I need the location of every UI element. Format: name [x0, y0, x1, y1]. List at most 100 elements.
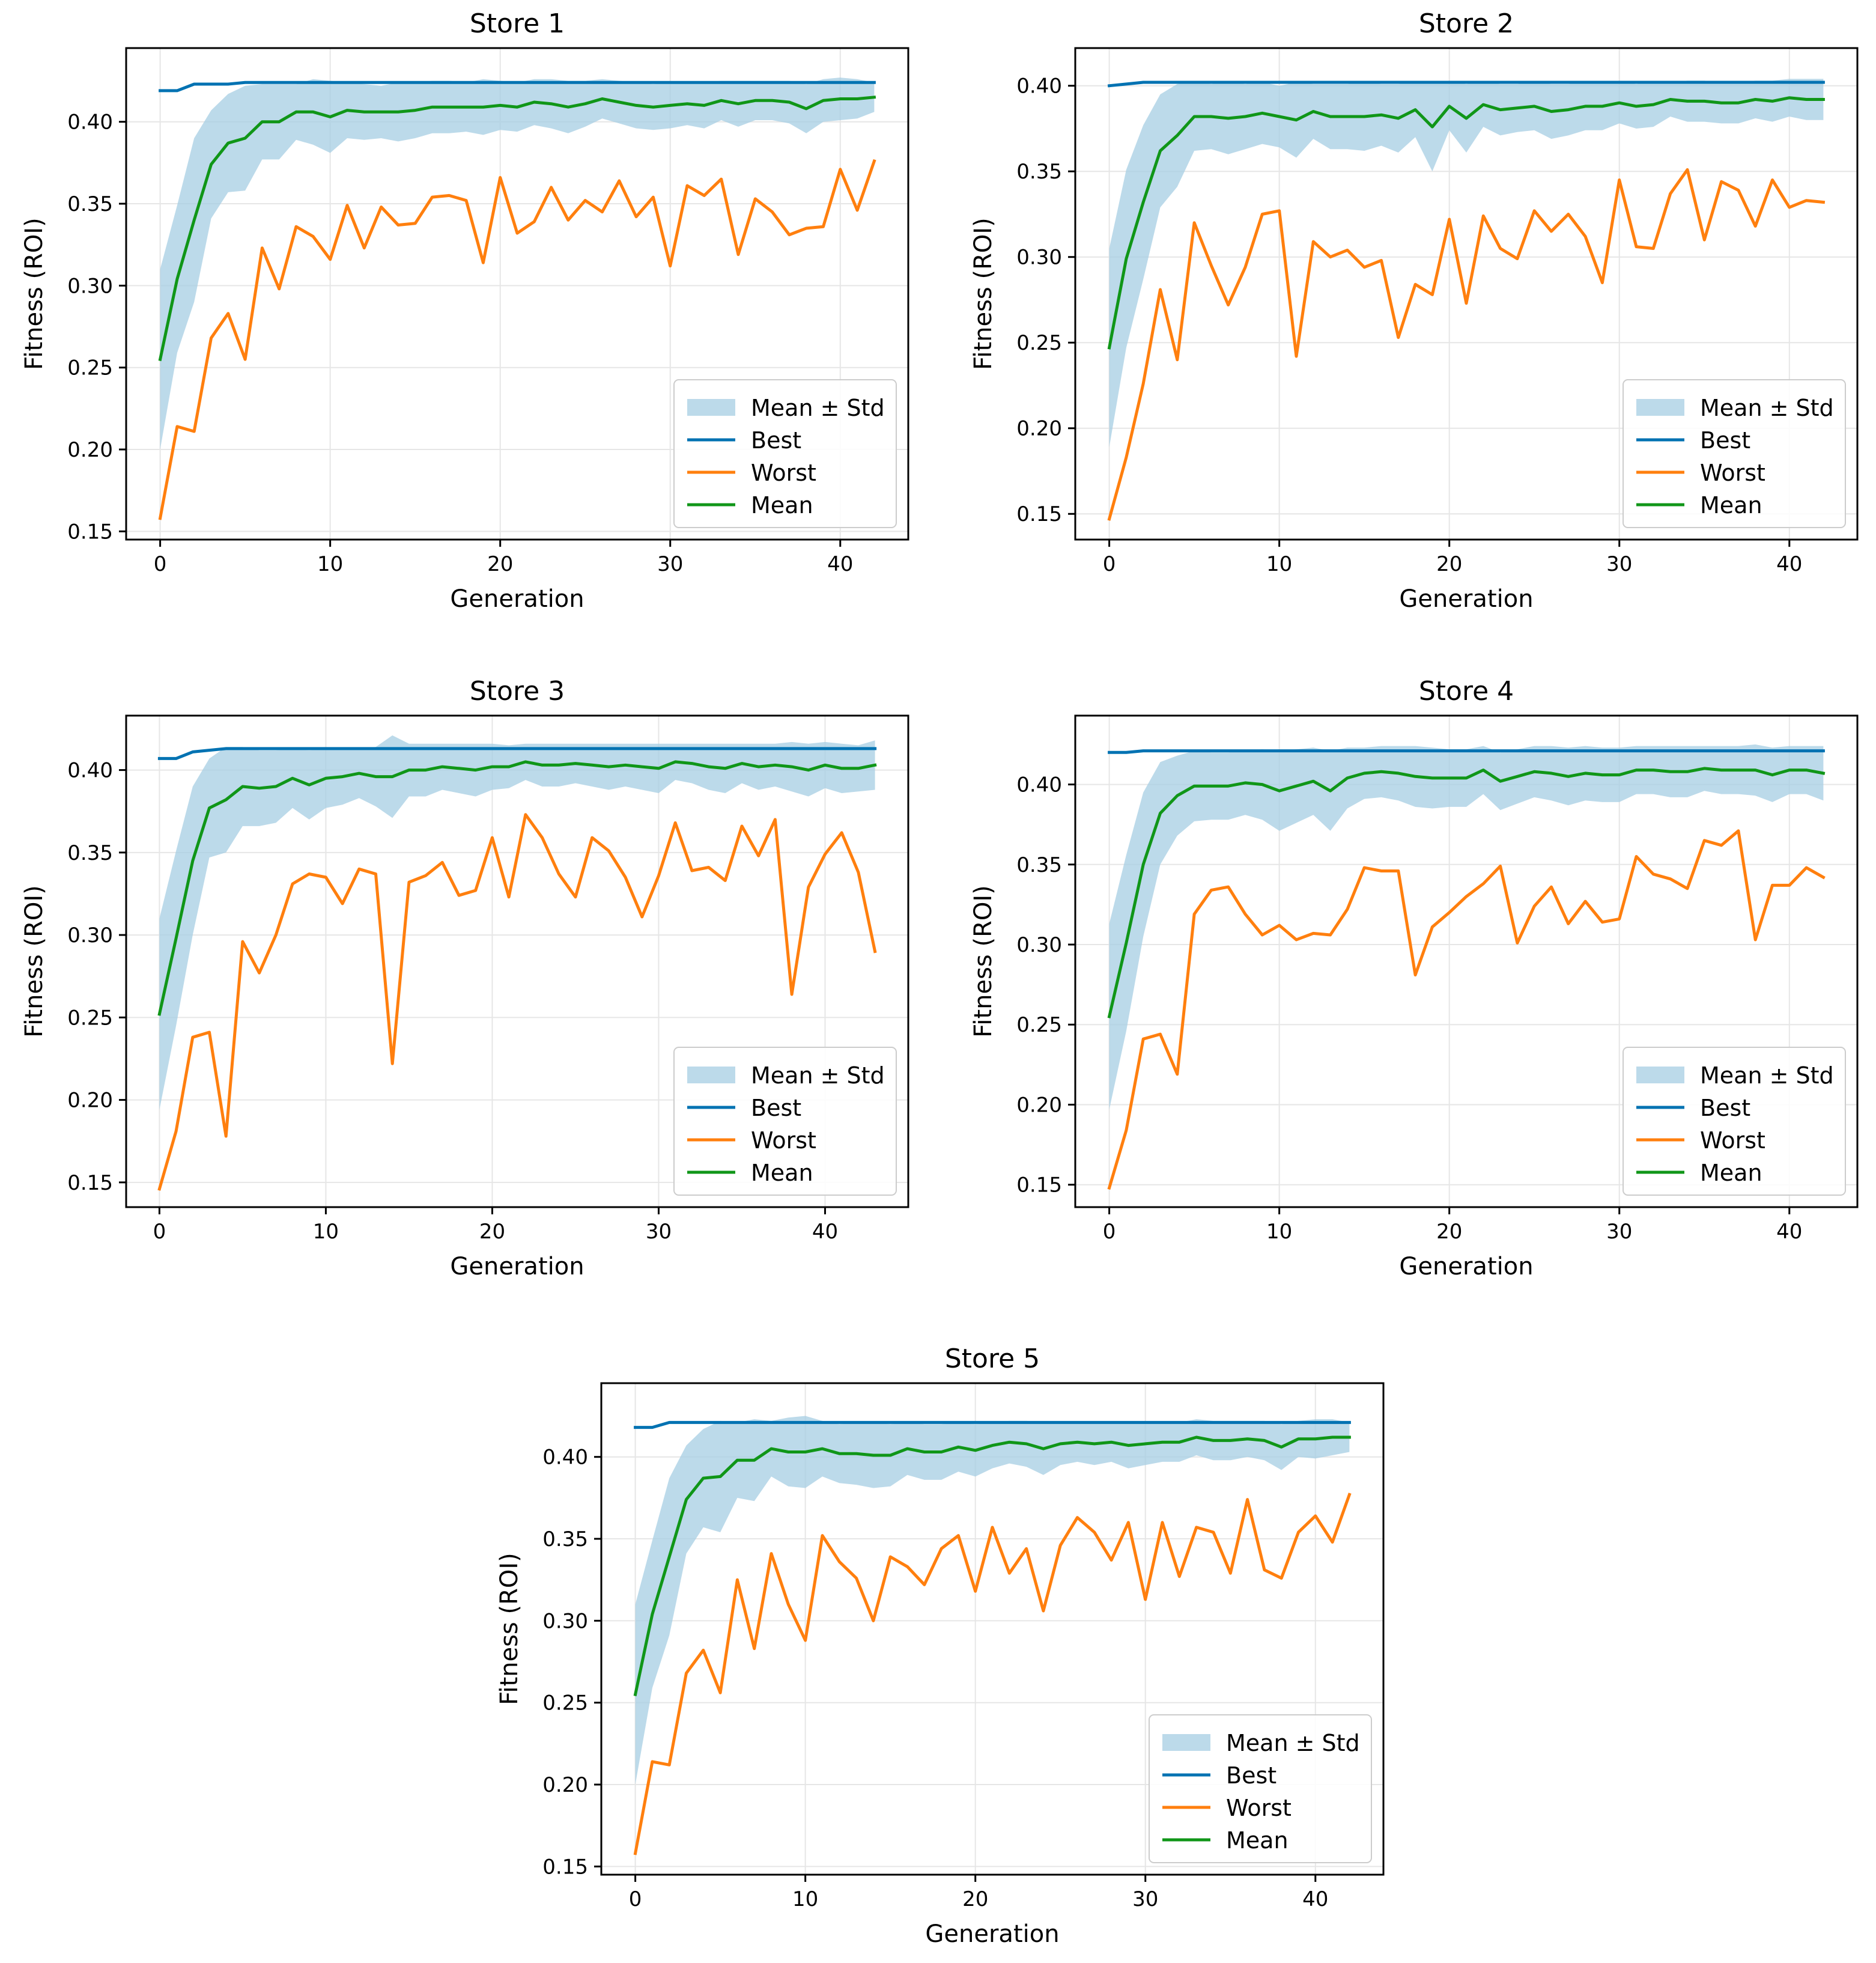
x-tick-label: 0 [629, 1887, 642, 1911]
x-tick-label: 40 [1302, 1887, 1328, 1911]
legend-label: Mean [751, 1160, 813, 1186]
legend-label: Best [751, 1095, 801, 1121]
y-tick-label: 0.40 [67, 759, 113, 783]
x-tick-label: 30 [1132, 1887, 1158, 1911]
x-tick-label: 20 [1436, 552, 1462, 576]
x-axis-label: Generation [450, 1253, 584, 1280]
y-tick-label: 0.35 [1016, 853, 1062, 877]
legend-label: Mean ± Std [1226, 1730, 1360, 1756]
y-axis-label: Fitness (ROI) [970, 885, 997, 1038]
mean-std-band [160, 78, 875, 450]
worst-series-line [633, 1493, 1352, 1855]
legend: Mean ± Std Best Worst Mean [673, 1047, 897, 1196]
mean-std-band [1109, 79, 1824, 448]
legend-label: Worst [751, 1127, 816, 1154]
y-tick-label: 0.40 [1016, 773, 1062, 797]
y-axis-label: Fitness (ROI) [20, 218, 48, 370]
x-tick-label: 40 [1776, 1220, 1802, 1244]
y-tick-label: 0.40 [67, 111, 113, 135]
mean-series-line [1107, 767, 1826, 1018]
legend-label: Mean ± Std [751, 1062, 885, 1089]
best-series-line [157, 747, 877, 760]
x-tick-label: 20 [962, 1887, 988, 1911]
axes-frame [1074, 47, 1859, 541]
legend-box [673, 379, 897, 528]
plot-area [157, 735, 877, 1191]
legend-label: Worst [751, 460, 816, 486]
y-tick-label: 0.20 [542, 1773, 588, 1797]
axes-frame [600, 1382, 1385, 1876]
mean-std-band [635, 1416, 1350, 1785]
y-tick-label: 0.30 [542, 1609, 588, 1633]
x-tick-label: 30 [1606, 1220, 1632, 1244]
worst-series-line [1107, 829, 1826, 1190]
y-tick-label: 0.20 [1016, 1093, 1062, 1117]
x-tick-label: 30 [1606, 552, 1632, 576]
y-tick-label: 0.35 [542, 1527, 588, 1551]
best-series-line [159, 81, 876, 93]
chart-title: Store 3 [470, 676, 565, 707]
y-tick-label: 0.15 [1016, 502, 1062, 526]
x-tick-label: 10 [1266, 552, 1292, 576]
legend-label: Mean ± Std [1700, 1062, 1834, 1089]
mean-series-line [157, 760, 877, 1016]
y-tick-label: 0.30 [67, 274, 113, 298]
legend-swatch-band [1162, 1734, 1210, 1751]
y-tick-label: 0.15 [1016, 1173, 1062, 1198]
y-axis-label: Fitness (ROI) [496, 1553, 523, 1705]
y-tick-label: 0.25 [1016, 331, 1062, 355]
x-tick-label: 10 [792, 1887, 818, 1911]
y-tick-label: 0.15 [67, 520, 113, 544]
worst-series-line [1107, 168, 1826, 521]
legend-swatch-band [1636, 399, 1684, 416]
y-tick-label: 0.30 [1016, 246, 1062, 270]
legend-label: Best [751, 427, 801, 454]
mean-series-line [633, 1435, 1351, 1697]
y-tick-label: 0.20 [1016, 417, 1062, 441]
chart-title: Store 1 [470, 8, 565, 39]
chart-panel-4: 0 10 20 30 40 0.15 0.20 0.25 0.30 0.35 0.40 Store 4… [970, 676, 1859, 1280]
x-tick-label: 30 [657, 552, 683, 576]
legend: Mean ± Std Best Worst Mean [673, 379, 897, 528]
x-tick-label: 20 [479, 1220, 505, 1244]
best-series-line [634, 1420, 1351, 1429]
y-tick-label: 0.15 [67, 1171, 113, 1195]
legend-label: Mean [751, 492, 813, 519]
chart-panel-3: 0 10 20 30 40 0.15 0.20 0.25 0.30 0.35 0.40 Store 3… [20, 676, 909, 1280]
axes-frame [125, 714, 909, 1208]
x-tick-label: 20 [1436, 1220, 1462, 1244]
x-tick-label: 40 [812, 1220, 838, 1244]
x-tick-label: 40 [827, 552, 853, 576]
chart-panel-5: 0 10 20 30 40 0.15 0.20 0.25 0.30 0.35 0.40 Store 5… [496, 1344, 1385, 1948]
legend-box [673, 1047, 897, 1196]
x-tick-label: 10 [313, 1220, 339, 1244]
x-tick-label: 30 [646, 1220, 672, 1244]
y-tick-label: 0.30 [1016, 933, 1062, 957]
legend: Mean ± Std Best Worst Mean [1623, 1047, 1846, 1196]
y-tick-label: 0.20 [67, 1089, 113, 1113]
legend-label: Mean ± Std [751, 395, 885, 421]
axes-frame [1074, 714, 1859, 1208]
mean-series-line [158, 96, 876, 362]
legend-label: Worst [1700, 1127, 1765, 1154]
y-tick-label: 0.30 [67, 924, 113, 948]
y-axis-label: Fitness (ROI) [970, 218, 997, 370]
plot-area [1107, 79, 1826, 521]
legend: Mean ± Std Best Worst Mean [1623, 379, 1846, 528]
legend-label: Worst [1700, 460, 1765, 486]
y-tick-label: 0.40 [1016, 75, 1062, 99]
worst-series-line [157, 813, 877, 1191]
y-axis-label: Fitness (ROI) [20, 885, 48, 1038]
legend-label: Best [1226, 1762, 1276, 1789]
worst-series-line [158, 159, 876, 520]
chart-title: Store 2 [1419, 8, 1514, 39]
mean-std-band [159, 735, 875, 1110]
y-tick-label: 0.25 [67, 1006, 113, 1030]
legend-label: Mean [1226, 1827, 1289, 1854]
legend-label: Best [1700, 1095, 1750, 1121]
best-series-line [1108, 749, 1825, 754]
axes-frame [125, 47, 909, 541]
plot-area [633, 1416, 1352, 1855]
x-tick-label: 40 [1776, 552, 1802, 576]
legend-label: Mean [1700, 492, 1762, 519]
